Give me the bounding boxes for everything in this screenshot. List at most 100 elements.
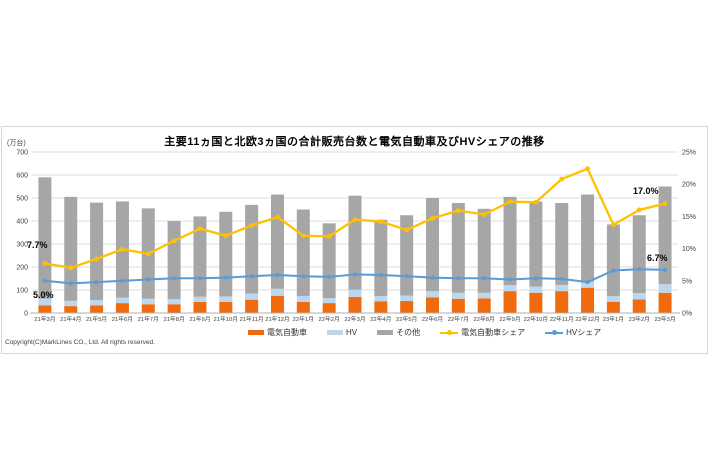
hv-share-marker	[585, 280, 590, 285]
bar-hv-segment	[348, 289, 362, 297]
y-tick-label-right: 15%	[682, 214, 696, 221]
ev-share-marker	[481, 212, 487, 217]
bar-ev-segment	[529, 292, 543, 313]
chart-legend: 電気自動車 HV その他 電気自動車シェア HVシェア	[248, 327, 601, 338]
bar-ev-segment	[426, 297, 440, 313]
hv-share-marker	[275, 273, 280, 278]
bar-hv-segment	[374, 295, 388, 302]
legend-label-ev: 電気自動車	[267, 328, 307, 337]
hv-share-marker	[327, 274, 332, 279]
ev-share-marker	[120, 246, 125, 252]
bar-other-segment	[632, 215, 646, 293]
y-tick-label-left: 0	[24, 311, 28, 318]
right-axis-labels: 0% 5% 10% 15% 20% 25%	[682, 150, 696, 318]
legend-swatch-hv	[327, 330, 343, 335]
x-tick-label: 22年12月	[575, 315, 600, 323]
hv-share-marker	[94, 280, 99, 285]
x-tick-label: 23年2月	[629, 315, 650, 323]
ev-share-marker	[197, 226, 203, 232]
ev-share-marker	[171, 238, 177, 244]
ev-share-marker	[585, 166, 590, 172]
legend-item-hv-share: HVシェア	[545, 327, 601, 338]
bar-other-segment	[193, 216, 207, 297]
chart-plot: 0 100 200 300 400 500 600 700 0% 5% 10% 15% 20% 25% 21…	[16, 150, 696, 324]
bar-other-segment	[503, 196, 517, 286]
y-tick-label-right: 5%	[682, 278, 692, 285]
hv-share-marker	[637, 267, 642, 272]
bar-ev-segment	[167, 304, 181, 313]
ev-share-marker	[300, 233, 306, 239]
x-tick-label: 22年2月	[319, 315, 340, 323]
bar-other-segment	[426, 198, 440, 292]
y-tick-label-left: 400	[16, 219, 28, 226]
hv-share-marker	[482, 276, 487, 281]
legend-label-hv: HV	[346, 328, 358, 337]
hv-share-marker	[508, 277, 513, 282]
x-tick-label: 22年1月	[293, 315, 314, 323]
bar-ev-segment	[503, 291, 517, 313]
bar-other-segment	[477, 208, 491, 293]
x-tick-label: 21年5月	[86, 315, 107, 323]
ev-share-marker	[662, 201, 668, 206]
bar-ev-segment	[219, 301, 233, 313]
hv-share-marker	[172, 276, 177, 281]
bar-hv-segment	[270, 288, 284, 296]
x-tick-label: 21年11月	[240, 315, 264, 323]
legend-label-ev-share: 電気自動車シェア	[461, 328, 526, 337]
annotation-ev-share-start: 7.7%	[27, 240, 48, 250]
ev-share-line	[42, 166, 668, 271]
x-tick-label: 21年8月	[163, 315, 184, 323]
ev-share-marker	[223, 233, 229, 239]
bar-other-segment	[529, 201, 543, 287]
hv-share-marker	[249, 274, 254, 279]
bar-hv-segment	[555, 284, 569, 292]
bar-other-segment	[90, 202, 104, 301]
hv-share-line	[42, 267, 668, 286]
bar-hv-segment	[167, 299, 181, 305]
ev-share-marker	[559, 176, 565, 182]
ev-share-marker	[249, 223, 255, 228]
legend-swatch-other	[377, 330, 394, 335]
ev-share-marker	[507, 199, 513, 204]
bar-ev-segment	[581, 287, 595, 313]
hv-share-marker	[559, 276, 564, 281]
y-tick-label-left: 500	[16, 196, 28, 203]
bar-hv-segment	[451, 292, 465, 299]
y-tick-label-left: 700	[16, 150, 28, 157]
x-tick-label: 21年4月	[60, 315, 81, 323]
hv-share-marker	[353, 272, 357, 277]
hv-share-marker	[301, 274, 306, 279]
bar-other-segment	[606, 224, 620, 296]
bar-hv-segment	[296, 295, 310, 302]
ev-share-marker	[533, 199, 539, 205]
bar-ev-segment	[296, 301, 310, 313]
legend-swatch-hv-share	[545, 329, 564, 336]
bar-hv-segment	[38, 298, 52, 306]
ev-share-marker	[404, 227, 410, 233]
copyright-notice: Copyright(C)MarkLines CO., Ltd. All righ…	[5, 339, 155, 346]
ev-share-marker	[378, 219, 384, 224]
x-tick-label: 21年9月	[189, 315, 210, 323]
legend-item-ev: 電気自動車	[248, 327, 307, 338]
bar-ev-segment	[64, 306, 78, 313]
x-axis-labels: 21年3月 21年4月 21年5月 21年6月 21年7月 21年8月 21年9月 21年10…	[34, 315, 675, 323]
left-axis-unit-label: (万台)	[7, 140, 26, 147]
annotation-ev-share-end: 17.0%	[633, 186, 659, 196]
hv-share-marker	[197, 276, 202, 281]
bar-other-segment	[374, 219, 388, 296]
bar-other-segment	[167, 221, 181, 300]
bar-other-segment	[64, 196, 78, 301]
y-tick-label-left: 600	[16, 173, 28, 180]
bar-ev-segment	[90, 305, 104, 313]
bar-ev-segment	[115, 303, 129, 313]
x-tick-label: 21年10月	[214, 315, 239, 323]
bar-hv-segment	[503, 285, 517, 292]
x-tick-label: 22年8月	[474, 315, 495, 323]
x-tick-label: 22年11月	[550, 315, 574, 323]
bar-ev-segment	[477, 298, 491, 313]
bar-hv-segment	[64, 300, 78, 307]
ev-share-marker	[145, 251, 151, 257]
bar-hv-segment	[400, 295, 414, 302]
bar-ev-segment	[245, 299, 259, 313]
ev-share-marker	[275, 214, 280, 220]
